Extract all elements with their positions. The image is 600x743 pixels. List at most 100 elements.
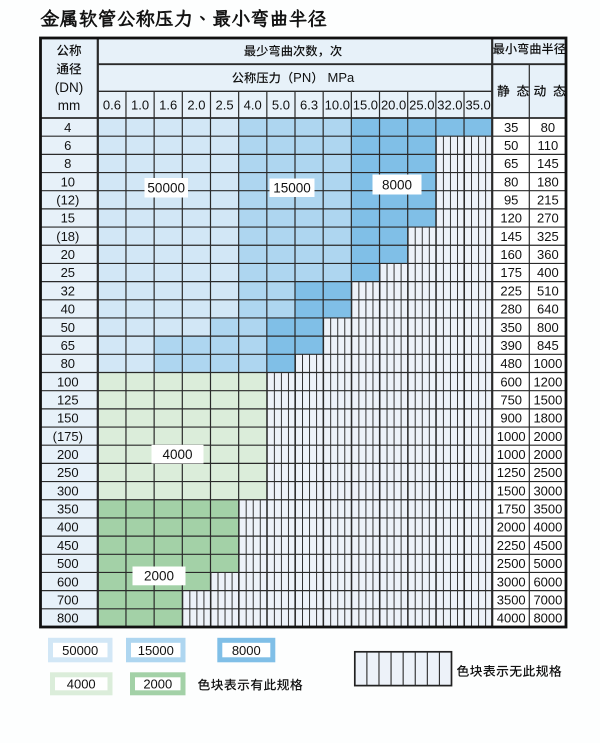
svg-text:2000: 2000	[143, 677, 172, 692]
svg-text:845: 845	[537, 338, 559, 353]
svg-text:4000: 4000	[533, 520, 562, 535]
svg-text:10: 10	[61, 174, 75, 189]
svg-text:35: 35	[504, 120, 518, 135]
svg-text:32.0: 32.0	[437, 97, 462, 112]
svg-text:1500: 1500	[497, 483, 526, 498]
svg-text:6: 6	[64, 138, 71, 153]
svg-text:0.6: 0.6	[103, 97, 121, 112]
svg-text:325: 325	[537, 229, 559, 244]
svg-text:3000: 3000	[533, 483, 562, 498]
svg-text:32: 32	[61, 283, 75, 298]
svg-text:80: 80	[61, 356, 75, 371]
svg-text:2500: 2500	[533, 465, 562, 480]
svg-text:450: 450	[57, 538, 79, 553]
svg-text:200: 200	[57, 447, 79, 462]
svg-text:10.0: 10.0	[325, 97, 350, 112]
svg-text:480: 480	[500, 356, 522, 371]
svg-text:8000: 8000	[232, 643, 261, 658]
svg-text:2000: 2000	[497, 520, 526, 535]
svg-text:50: 50	[61, 320, 75, 335]
svg-text:270: 270	[537, 211, 559, 226]
svg-text:8: 8	[64, 156, 71, 171]
svg-text:15: 15	[61, 211, 75, 226]
svg-text:145: 145	[500, 229, 522, 244]
svg-text:400: 400	[57, 520, 79, 535]
svg-text:225: 225	[500, 283, 522, 298]
svg-text:(18): (18)	[56, 229, 79, 244]
svg-text:280: 280	[500, 302, 522, 317]
svg-text:3000: 3000	[497, 574, 526, 589]
svg-text:1250: 1250	[497, 465, 526, 480]
svg-text:15000: 15000	[138, 643, 174, 658]
svg-text:350: 350	[500, 320, 522, 335]
svg-text:7000: 7000	[533, 592, 562, 607]
svg-text:400: 400	[537, 265, 559, 280]
svg-text:120: 120	[500, 211, 522, 226]
svg-text:2000: 2000	[533, 429, 562, 444]
svg-text:20: 20	[61, 247, 75, 262]
svg-text:1000: 1000	[533, 356, 562, 371]
svg-text:50000: 50000	[62, 643, 98, 658]
svg-text:350: 350	[57, 502, 79, 517]
svg-text:6000: 6000	[533, 574, 562, 589]
svg-text:2000: 2000	[533, 447, 562, 462]
svg-text:4000: 4000	[162, 447, 192, 462]
svg-text:1.0: 1.0	[131, 97, 149, 112]
svg-text:600: 600	[500, 374, 522, 389]
svg-text:1800: 1800	[533, 411, 562, 426]
svg-text:2250: 2250	[497, 538, 526, 553]
svg-text:3500: 3500	[533, 502, 562, 517]
svg-text:250: 250	[57, 465, 79, 480]
svg-text:800: 800	[57, 611, 79, 626]
svg-text:4000: 4000	[67, 677, 96, 692]
svg-text:mm: mm	[58, 98, 81, 113]
svg-text:(DN): (DN)	[55, 80, 84, 95]
svg-text:145: 145	[537, 156, 559, 171]
svg-text:95: 95	[504, 193, 518, 208]
svg-text:2000: 2000	[144, 569, 174, 584]
svg-text:160: 160	[500, 247, 522, 262]
svg-text:1750: 1750	[497, 502, 526, 517]
svg-text:2.0: 2.0	[187, 97, 205, 112]
svg-text:4: 4	[64, 120, 71, 135]
svg-text:180: 180	[537, 174, 559, 189]
svg-text:4500: 4500	[533, 538, 562, 553]
svg-text:25: 25	[61, 265, 75, 280]
svg-text:65: 65	[61, 338, 75, 353]
svg-text:65: 65	[504, 156, 518, 171]
svg-text:800: 800	[537, 320, 559, 335]
svg-text:215: 215	[537, 193, 559, 208]
svg-text:6.3: 6.3	[300, 97, 318, 112]
svg-text:175: 175	[500, 265, 522, 280]
svg-text:1000: 1000	[497, 429, 526, 444]
svg-text:600: 600	[57, 574, 79, 589]
svg-text:80: 80	[504, 174, 518, 189]
svg-text:500: 500	[57, 556, 79, 571]
svg-text:700: 700	[57, 592, 79, 607]
svg-text:4000: 4000	[497, 611, 526, 626]
svg-text:1500: 1500	[533, 393, 562, 408]
svg-text:100: 100	[57, 374, 79, 389]
svg-text:510: 510	[537, 283, 559, 298]
svg-text:80: 80	[541, 120, 555, 135]
svg-text:20.0: 20.0	[381, 97, 406, 112]
svg-text:150: 150	[57, 411, 79, 426]
svg-text:640: 640	[537, 302, 559, 317]
svg-text:(12): (12)	[56, 193, 79, 208]
svg-text:(175): (175)	[53, 429, 83, 444]
svg-text:1.6: 1.6	[159, 97, 177, 112]
svg-text:MPa: MPa	[328, 70, 356, 85]
svg-text:5000: 5000	[533, 556, 562, 571]
svg-text:125: 125	[57, 393, 79, 408]
svg-text:1200: 1200	[533, 374, 562, 389]
svg-text:8000: 8000	[533, 611, 562, 626]
svg-text:3500: 3500	[497, 592, 526, 607]
svg-text:900: 900	[500, 411, 522, 426]
svg-text:300: 300	[57, 483, 79, 498]
svg-text:PN: PN	[293, 70, 311, 85]
svg-text:1000: 1000	[497, 447, 526, 462]
svg-text:15.0: 15.0	[353, 97, 378, 112]
svg-text:15000: 15000	[273, 181, 311, 196]
svg-text:2.5: 2.5	[216, 97, 234, 112]
svg-text:25.0: 25.0	[409, 97, 434, 112]
